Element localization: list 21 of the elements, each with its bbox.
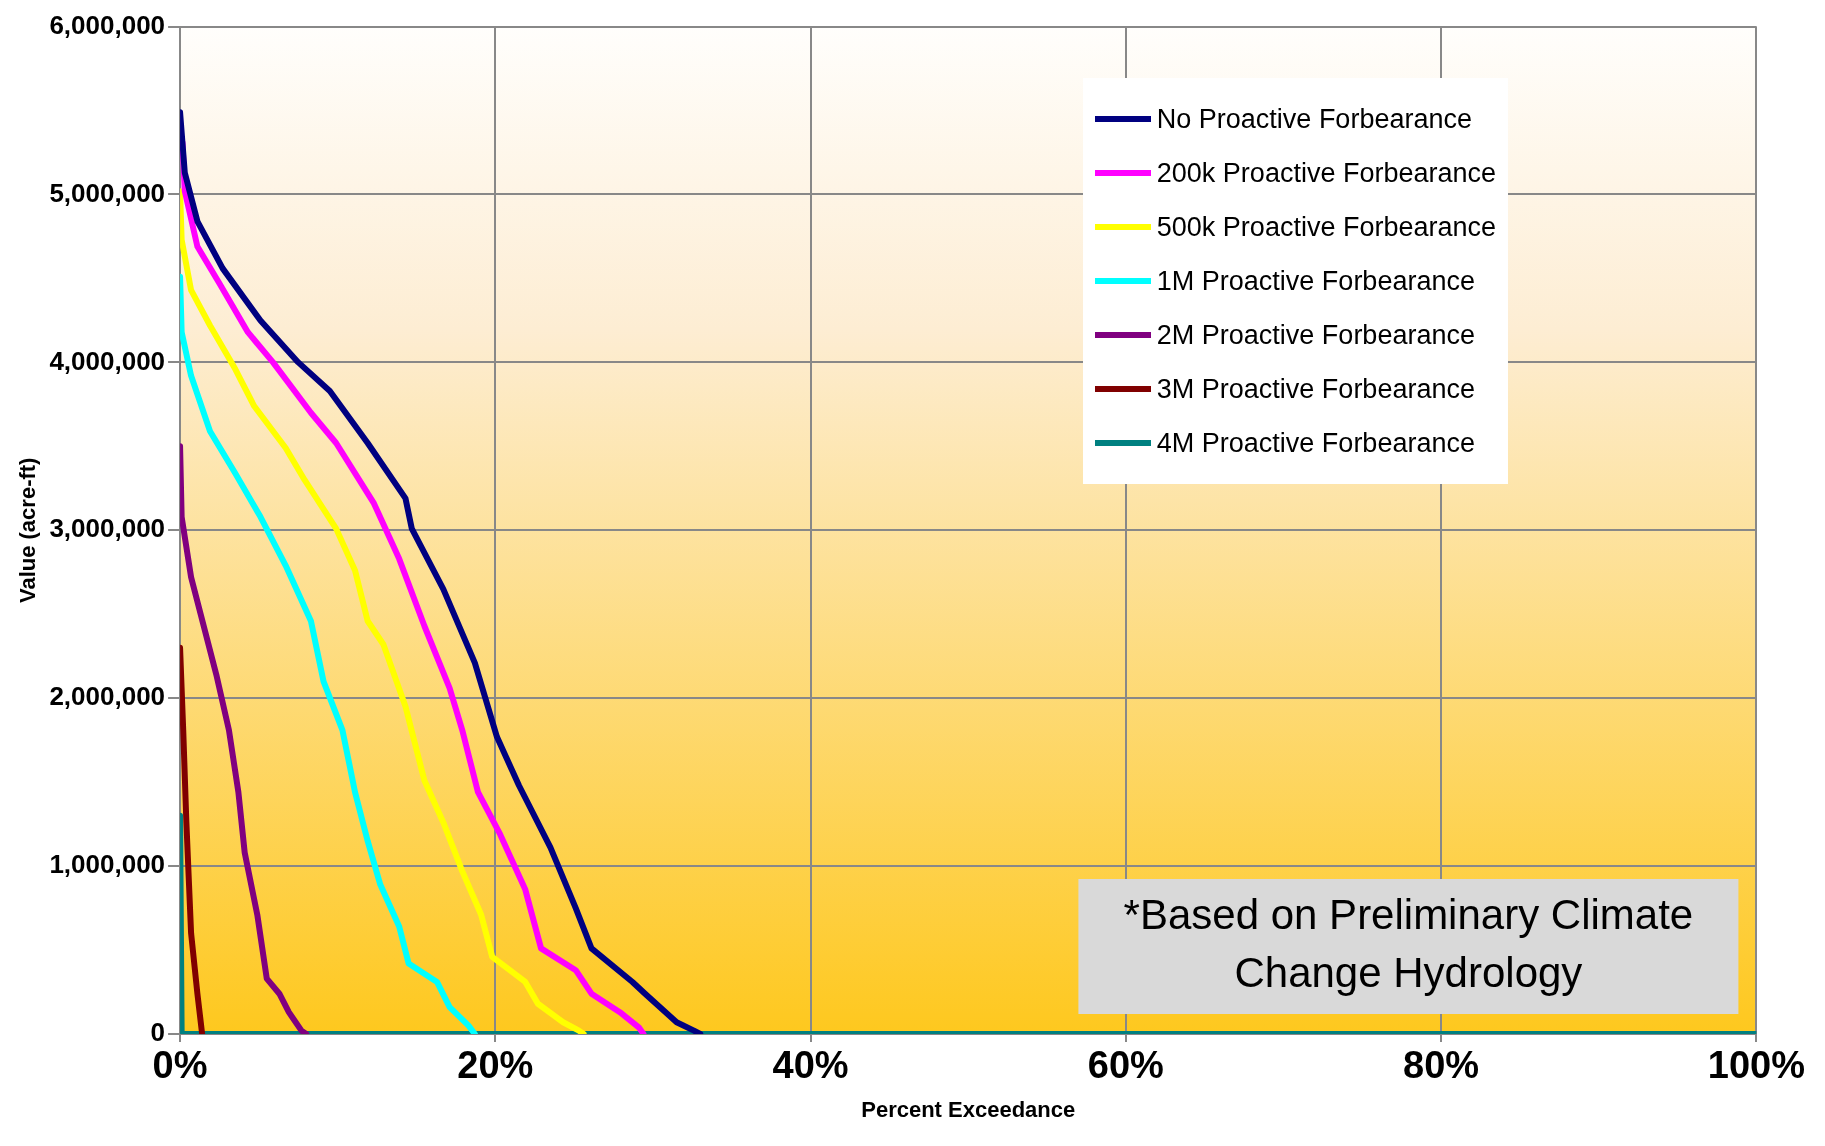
legend-label: 3M Proactive Forbearance	[1156, 373, 1475, 405]
x-axis-title: Percent Exceedance	[861, 1096, 1076, 1122]
legend-label: 500k Proactive Forbearance	[1156, 211, 1496, 243]
x-tick-label: 60%	[1087, 1044, 1164, 1087]
x-tick-label: 20%	[457, 1044, 534, 1087]
y-tick-label: 3,000,000	[49, 513, 166, 544]
y-tick-label: 4,000,000	[49, 345, 166, 376]
x-tick-label: 40%	[772, 1044, 849, 1087]
y-tick-label: 6,000,000	[49, 9, 166, 40]
y-axis-title: Value (acre-ft)	[15, 457, 41, 604]
legend-label: 2M Proactive Forbearance	[1156, 319, 1475, 351]
legend-label: 4M Proactive Forbearance	[1156, 427, 1475, 459]
y-tick-label: 1,000,000	[49, 849, 166, 880]
y-tick-label: 2,000,000	[49, 681, 166, 712]
x-tick-label: 80%	[1403, 1044, 1480, 1087]
x-tick-label: 100%	[1707, 1044, 1806, 1087]
y-tick-label: 5,000,000	[49, 177, 166, 208]
legend-label: No Proactive Forbearance	[1156, 103, 1472, 135]
legend-label: 200k Proactive Forbearance	[1156, 157, 1496, 189]
legend-label: 1M Proactive Forbearance	[1156, 265, 1475, 297]
annotation: *Based on Preliminary Climate Change Hydrology	[1123, 891, 1694, 997]
